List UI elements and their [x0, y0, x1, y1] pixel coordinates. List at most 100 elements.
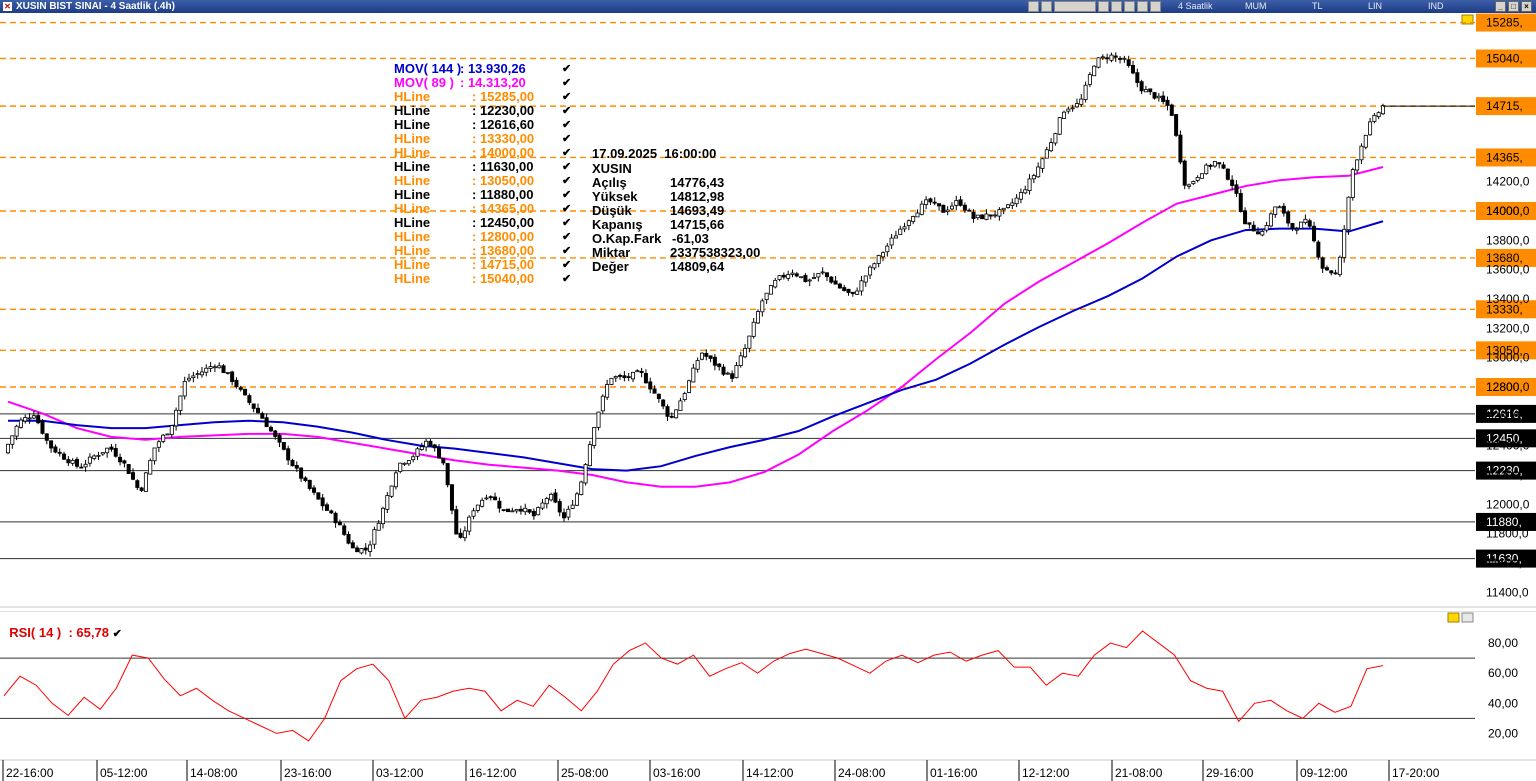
- candle-body[interactable]: [812, 277, 817, 279]
- legend-visible-check-icon[interactable]: ✔: [562, 245, 572, 257]
- candle-body[interactable]: [997, 209, 1002, 217]
- legend-visible-check-icon[interactable]: ✔: [562, 203, 572, 215]
- candle-body[interactable]: [1023, 189, 1028, 194]
- candle-body[interactable]: [1290, 223, 1295, 230]
- candle-body[interactable]: [372, 529, 377, 545]
- candle-body[interactable]: [432, 444, 437, 449]
- candle-body[interactable]: [191, 375, 196, 379]
- candle-body[interactable]: [501, 509, 506, 511]
- candle-body[interactable]: [1238, 193, 1243, 212]
- candle-body[interactable]: [122, 460, 127, 464]
- candle-body[interactable]: [161, 434, 166, 442]
- candle-body[interactable]: [1329, 270, 1334, 274]
- candle-body[interactable]: [962, 204, 967, 211]
- candle-body[interactable]: [36, 415, 41, 424]
- candle-body[interactable]: [699, 352, 704, 360]
- candle-body[interactable]: [402, 462, 407, 465]
- candle-body[interactable]: [1079, 98, 1084, 105]
- legend-visible-check-icon[interactable]: ✔: [562, 175, 572, 187]
- candle-body[interactable]: [708, 355, 713, 359]
- candle-body[interactable]: [204, 367, 209, 373]
- candle-body[interactable]: [199, 371, 204, 376]
- candle-body[interactable]: [1299, 221, 1304, 229]
- candle-body[interactable]: [803, 274, 808, 283]
- candle-body[interactable]: [562, 512, 567, 519]
- candle-body[interactable]: [1199, 173, 1204, 179]
- candle-body[interactable]: [786, 274, 791, 279]
- legend-visible-check-icon[interactable]: ✔: [562, 133, 572, 145]
- candle-body[interactable]: [118, 456, 123, 463]
- candle-body[interactable]: [678, 400, 683, 411]
- candle-body[interactable]: [1018, 192, 1023, 200]
- candle-body[interactable]: [954, 200, 959, 206]
- candle-body[interactable]: [881, 252, 886, 258]
- candle-body[interactable]: [1212, 161, 1217, 167]
- candle-body[interactable]: [1049, 142, 1054, 152]
- candle-body[interactable]: [1152, 92, 1157, 99]
- candle-body[interactable]: [148, 460, 153, 475]
- candle-body[interactable]: [777, 275, 782, 281]
- candle-body[interactable]: [1036, 166, 1041, 178]
- candle-body[interactable]: [704, 352, 709, 357]
- candle-body[interactable]: [837, 283, 842, 289]
- candle-body[interactable]: [971, 211, 976, 219]
- candle-body[interactable]: [544, 498, 549, 505]
- candle-body[interactable]: [1139, 81, 1144, 92]
- candle-body[interactable]: [109, 446, 114, 450]
- candle-body[interactable]: [756, 311, 761, 324]
- candle-body[interactable]: [458, 532, 463, 538]
- candle-body[interactable]: [846, 288, 851, 293]
- candle-body[interactable]: [449, 484, 454, 511]
- candle-body[interactable]: [79, 466, 84, 469]
- candle-body[interactable]: [669, 415, 674, 418]
- grid-icon[interactable]: [1098, 1, 1109, 12]
- candle-body[interactable]: [721, 366, 726, 375]
- candle-body[interactable]: [1355, 159, 1360, 171]
- candle-body[interactable]: [626, 376, 631, 378]
- candle-body[interactable]: [113, 448, 118, 457]
- candle-body[interactable]: [807, 279, 812, 282]
- indicator-icon[interactable]: [1111, 1, 1122, 12]
- candle-body[interactable]: [579, 481, 584, 495]
- candle-body[interactable]: [83, 463, 88, 468]
- ma144-line[interactable]: [8, 220, 1384, 472]
- candle-body[interactable]: [1316, 241, 1321, 258]
- candle-body[interactable]: [484, 497, 489, 500]
- rsi-line[interactable]: [3, 630, 1384, 742]
- candle-body[interactable]: [1182, 160, 1187, 186]
- candle-body[interactable]: [820, 271, 825, 274]
- candle-body[interactable]: [66, 459, 71, 464]
- candle-body[interactable]: [346, 533, 351, 544]
- candle-body[interactable]: [260, 413, 265, 419]
- zoom-icon[interactable]: [1150, 1, 1161, 12]
- candle-body[interactable]: [238, 387, 243, 390]
- legend-visible-check-icon[interactable]: ✔: [562, 217, 572, 229]
- candle-body[interactable]: [1083, 84, 1088, 100]
- candle-body[interactable]: [230, 371, 235, 382]
- candle-body[interactable]: [169, 425, 174, 435]
- candle-body[interactable]: [1066, 108, 1071, 112]
- candle-body[interactable]: [613, 376, 618, 379]
- candle-body[interactable]: [488, 496, 493, 499]
- candle-body[interactable]: [316, 492, 321, 500]
- candle-body[interactable]: [307, 479, 312, 489]
- candle-body[interactable]: [889, 237, 894, 246]
- candle-body[interactable]: [411, 456, 416, 461]
- candle-body[interactable]: [1191, 181, 1196, 185]
- candle-body[interactable]: [1062, 111, 1067, 119]
- candle-body[interactable]: [993, 214, 998, 217]
- candle-body[interactable]: [1234, 184, 1239, 194]
- candle-body[interactable]: [187, 377, 192, 381]
- candle-body[interactable]: [1070, 107, 1075, 110]
- candle-body[interactable]: [303, 477, 308, 481]
- candle-body[interactable]: [1014, 197, 1019, 205]
- candle-body[interactable]: [1161, 95, 1166, 102]
- legend-visible-check-icon[interactable]: ✔: [562, 147, 572, 159]
- candle-body[interactable]: [1169, 104, 1174, 116]
- candle-body[interactable]: [1044, 149, 1049, 159]
- candle-body[interactable]: [876, 255, 881, 264]
- candle-body[interactable]: [6, 443, 11, 454]
- candle-body[interactable]: [277, 434, 282, 443]
- candle-body[interactable]: [195, 373, 200, 375]
- candle-body[interactable]: [424, 440, 429, 448]
